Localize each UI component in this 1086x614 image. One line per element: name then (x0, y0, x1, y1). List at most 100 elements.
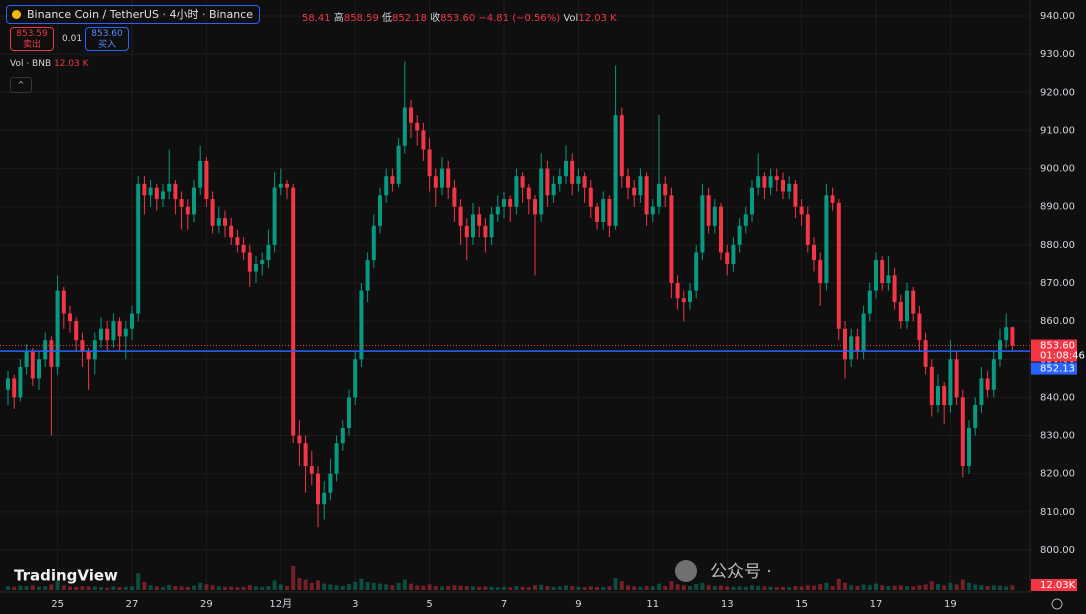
volume-bar (694, 584, 699, 590)
candle-body (898, 302, 903, 322)
candle-body (427, 149, 432, 177)
candle-body (867, 290, 872, 314)
volume-bar (991, 585, 996, 590)
volume-bar (936, 584, 940, 590)
watermark-icon (675, 560, 697, 582)
volume-bar (799, 586, 804, 590)
volume-bar (582, 587, 587, 590)
candle-body (520, 176, 525, 188)
volume-bar (520, 586, 525, 590)
candle-body (526, 187, 531, 200)
candle-body (12, 378, 17, 398)
volume-bar (830, 586, 835, 590)
volume-bar (657, 583, 661, 590)
y-tick-label: 910.00 (1040, 125, 1075, 136)
candle-body (688, 290, 692, 303)
collapse-button[interactable]: ^ (10, 77, 32, 93)
candle-body (322, 492, 327, 505)
candle-body (725, 252, 730, 264)
settings-icon[interactable] (1051, 598, 1063, 610)
candle-body (700, 195, 705, 253)
candle-body (626, 176, 630, 188)
volume-bar (551, 586, 556, 590)
volume-bar (905, 586, 909, 590)
candle-body (340, 427, 345, 444)
y-tick-label: 830.00 (1040, 431, 1075, 442)
volume-bar (396, 582, 401, 590)
volume-bar (861, 584, 866, 590)
volume-bar (173, 586, 178, 590)
candle-body (892, 275, 897, 303)
volume-pane-value: 12.03 K (54, 59, 89, 69)
candle-body (328, 473, 333, 493)
candle-body (985, 378, 990, 390)
candle-body (390, 176, 395, 184)
candle-body (508, 199, 513, 207)
volume-bar (644, 586, 649, 590)
candle-body (6, 378, 10, 390)
volume-bar (688, 586, 692, 590)
volume-bar (929, 581, 934, 590)
candle-body (545, 168, 550, 196)
candle-body (154, 187, 159, 200)
volume-bar (607, 586, 612, 590)
candle-body (1004, 327, 1009, 341)
watermark-brand: TradingView (14, 567, 118, 585)
volume-bar (30, 585, 35, 590)
volume-bar (880, 585, 885, 590)
volume-bar (619, 581, 624, 590)
volume-bar (204, 584, 209, 590)
candle-body (694, 252, 699, 291)
candle-body (477, 214, 482, 226)
volume-bar (960, 579, 965, 590)
candle-body (378, 195, 382, 226)
candle-body (111, 321, 116, 341)
volume-bar (750, 585, 754, 590)
candle-body (929, 366, 934, 406)
candle-body (781, 180, 785, 192)
candle-body (601, 199, 606, 222)
buy-button[interactable]: 853.60 买入 (85, 27, 129, 51)
volume-bar (402, 579, 407, 590)
candle-body (117, 321, 122, 337)
x-tick-label: 3 (352, 599, 358, 610)
volume-bar (898, 585, 903, 590)
volume-bar (892, 585, 897, 590)
sell-button[interactable]: 853.59 卖出 (10, 27, 54, 51)
candle-body (743, 214, 748, 226)
volume-bar (725, 586, 730, 590)
candle-body (359, 290, 364, 360)
volume-bar (309, 582, 314, 590)
volume-bar (49, 584, 54, 590)
candle-body (204, 160, 209, 200)
candle-body (446, 168, 451, 188)
volume-bar (61, 585, 66, 590)
candle-body (74, 321, 79, 341)
price-line-tag (1031, 362, 1077, 375)
candle-body (415, 122, 420, 131)
x-tick-label: 5 (426, 599, 432, 610)
close-value: 853.60 (440, 13, 476, 24)
volume-bar (706, 585, 711, 590)
volume-bar (595, 586, 599, 590)
x-tick-label: 17 (870, 599, 883, 610)
volume-bar (973, 584, 978, 590)
candle-body (911, 290, 916, 314)
y-tick-label: 870.00 (1040, 278, 1075, 289)
x-tick-label: 9 (575, 599, 581, 610)
candle-body (967, 427, 971, 467)
candle-body (533, 199, 537, 215)
volume-bar (452, 585, 457, 590)
symbol-title[interactable]: Binance Coin / TetherUS · 4小时 · Binance (6, 5, 261, 24)
candle-body (235, 237, 240, 245)
candle-body (502, 199, 506, 207)
candle-body (210, 199, 215, 226)
candle-body (663, 183, 668, 196)
candle-body (812, 244, 816, 261)
candle-body (551, 183, 556, 196)
candle-body (805, 214, 810, 245)
candle-body (942, 385, 947, 406)
candle-body (948, 359, 953, 406)
candle-body (223, 218, 227, 226)
y-tick-label: 880.00 (1040, 240, 1075, 251)
